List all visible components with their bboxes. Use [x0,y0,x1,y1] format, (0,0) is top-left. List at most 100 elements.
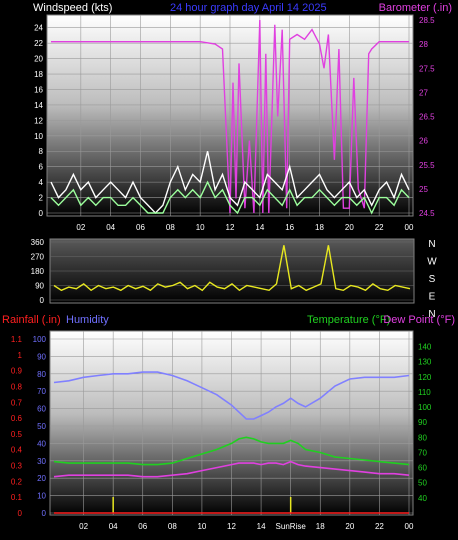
wind-tick-label: 16 [34,85,43,94]
direction-tick-label: 180 [31,267,45,276]
barometer-tick-label: 28 [419,40,428,49]
wind-tick-label: 12 [34,116,43,125]
wind-tick-label: 14 [34,101,43,110]
rain-tick-label: 0.3 [11,462,23,471]
series-line-temperature [53,436,410,466]
climate-x-tick-label: 04 [109,522,118,531]
barometer-tick-label: 26 [419,137,428,146]
series-line-direction [53,245,411,292]
compass-label: N [428,309,435,320]
series-line-barometer [51,19,409,214]
wind-x-tick-label: 14 [255,223,264,232]
wind-tick-label: 0 [39,209,44,218]
dewpoint-axis-label: Dew Point (°F) [383,314,455,326]
series-line-gust [50,180,410,215]
wind-x-tick-label: 04 [106,223,115,232]
wind-x-tick-label: 16 [285,223,294,232]
rain-tick-label: 0.1 [11,493,23,502]
humidity-tick-label: 90 [37,352,46,361]
rain-tick-label: 1 [18,351,23,360]
direction-tick-label: 90 [35,282,44,291]
rain-tick-label: 0.4 [11,446,23,455]
series-line-dew-point [53,460,410,478]
wind-tick-label: 24 [34,24,43,33]
compass-label: E [429,292,436,303]
temperature-tick-label: 110 [418,388,431,397]
temperature-axis-label: Temperature (°F) [307,314,390,326]
barometer-tick-label: 27 [419,88,428,97]
direction-grid [50,241,414,301]
direction-tick-label: 270 [31,253,45,262]
temperature-tick-label: 140 [418,343,432,352]
humidity-tick-label: 50 [37,422,46,431]
wind-x-tick-label: 20 [345,223,354,232]
wind-x-tick-label: 18 [315,223,324,232]
humidity-tick-label: 40 [37,439,46,448]
rain-tick-label: 0.2 [11,477,23,486]
wind-x-tick-label: 10 [196,223,205,232]
barometer-tick-label: 25 [419,185,428,194]
humidity-tick-label: 0 [42,509,47,518]
climate-x-tick-label: 08 [168,522,177,531]
wind-tick-label: 2 [39,194,44,203]
temperature-tick-label: 130 [418,358,432,367]
temperature-ticks: 40 50 60 70 80 90 100 110 120 130 140 [418,343,432,503]
climate-x-ticks: 02 04 06 08 10 12 14 SunRise 18 20 22 00 [79,522,414,531]
compass-label: S [429,274,436,285]
series-line-humidity [53,371,410,420]
wind-tick-label: 22 [34,39,43,48]
climate-x-tick-label: 22 [375,522,384,531]
temperature-tick-label: 90 [418,418,427,427]
wind-x-tick-label: 22 [375,223,384,232]
rain-tick-label: 0 [18,509,23,518]
rain-tick-label: 0.6 [11,414,23,423]
wind-x-ticks: 02 04 06 08 10 12 14 16 18 20 22 00 [76,223,414,232]
climate-x-tick-label: 10 [197,522,206,531]
compass-label: N [428,239,435,250]
barometer-tick-label: 25.5 [419,161,435,170]
climate-x-tick-label: 06 [138,522,147,531]
temperature-tick-label: 120 [418,373,432,382]
rainfall-axis-label: Rainfall (.in) [2,314,61,326]
temperature-tick-label: 70 [418,448,427,457]
climate-series [53,371,410,514]
humidity-tick-label: 60 [37,405,46,414]
temperature-tick-label: 40 [418,494,427,503]
humidity-tick-label: 20 [37,474,46,483]
climate-x-tick-label: SunRise [276,522,307,531]
barometer-tick-label: 24.5 [419,209,435,218]
windspeed-axis-label: Windspeed (kts) [33,2,112,14]
wind-tick-label: 20 [34,55,43,64]
wind-tick-label: 4 [39,178,44,187]
barometer-right-ticks: 24.5 25 25.5 26 26.5 27 27.5 28 28.5 [419,16,435,218]
climate-x-tick-label: 00 [405,522,414,531]
climate-x-tick-label: 20 [345,522,354,531]
temperature-tick-label: 50 [418,479,427,488]
climate-x-tick-label: 02 [79,522,88,531]
temperature-tick-label: 60 [418,464,427,473]
humidity-tick-label: 70 [37,387,46,396]
barometer-tick-label: 27.5 [419,64,435,73]
rain-tick-label: 0.8 [11,382,23,391]
direction-tick-label: 360 [31,238,45,247]
rain-tick-label: 0.5 [11,430,23,439]
humidity-axis-label: Humidity [66,314,109,326]
wind-x-tick-label: 08 [166,223,175,232]
rain-tick-label: 0.9 [11,367,23,376]
climate-x-tick-label: 12 [227,522,236,531]
barometer-tick-label: 28.5 [419,16,435,25]
direction-tick-label: 0 [40,296,45,305]
temperature-tick-label: 80 [418,433,427,442]
wind-tick-label: 10 [34,132,43,141]
wind-x-tick-label: 02 [76,223,85,232]
wind-tick-label: 8 [39,147,44,156]
rain-tick-label: 0.7 [11,398,23,407]
temperature-tick-label: 100 [418,403,432,412]
rain-tick-label: 1.1 [11,335,23,344]
humidity-tick-label: 30 [37,457,46,466]
wind-series [50,19,410,215]
